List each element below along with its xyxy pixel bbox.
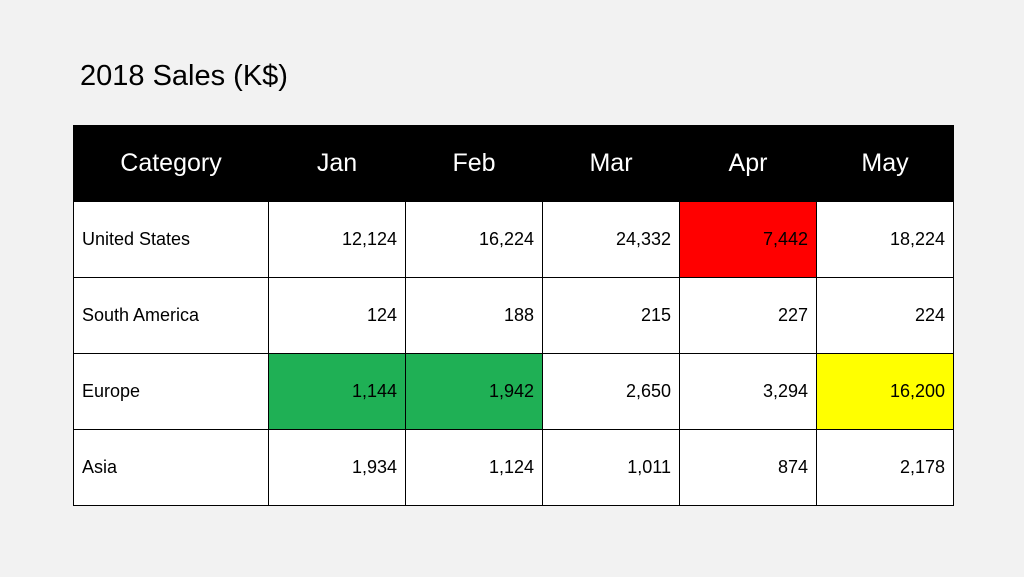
- table-cell: 227: [679, 277, 817, 354]
- table-cell: 215: [542, 277, 680, 354]
- table-row: Europe 1,144 1,942 2,650 3,294 16,200: [73, 353, 954, 430]
- row-label: Asia: [73, 429, 269, 506]
- table-row: Asia 1,934 1,124 1,011 874 2,178: [73, 429, 954, 506]
- table-cell: 1,934: [268, 429, 406, 506]
- table-cell: 12,124: [268, 201, 406, 278]
- table-cell: 1,942: [405, 353, 543, 430]
- header-cell-jan: Jan: [268, 125, 406, 202]
- table-cell: 16,200: [816, 353, 954, 430]
- row-label: United States: [73, 201, 269, 278]
- table-cell: 874: [679, 429, 817, 506]
- table-cell: 224: [816, 277, 954, 354]
- table-header-row: Category Jan Feb Mar Apr May: [73, 125, 954, 202]
- table-cell: 3,294: [679, 353, 817, 430]
- header-cell-apr: Apr: [679, 125, 817, 202]
- table-cell: 1,011: [542, 429, 680, 506]
- row-label: South America: [73, 277, 269, 354]
- header-cell-category: Category: [73, 125, 269, 202]
- table-cell: 7,442: [679, 201, 817, 278]
- sales-table: Category Jan Feb Mar Apr May United Stat…: [73, 125, 954, 506]
- header-cell-may: May: [816, 125, 954, 202]
- row-label: Europe: [73, 353, 269, 430]
- slide-title: 2018 Sales (K$): [80, 60, 288, 92]
- table-cell: 24,332: [542, 201, 680, 278]
- table-cell: 2,178: [816, 429, 954, 506]
- table-cell: 124: [268, 277, 406, 354]
- table-cell: 1,124: [405, 429, 543, 506]
- header-cell-mar: Mar: [542, 125, 680, 202]
- table-cell: 16,224: [405, 201, 543, 278]
- table-cell: 188: [405, 277, 543, 354]
- table-cell: 18,224: [816, 201, 954, 278]
- table-row: United States 12,124 16,224 24,332 7,442…: [73, 201, 954, 278]
- table-row: South America 124 188 215 227 224: [73, 277, 954, 354]
- table-cell: 2,650: [542, 353, 680, 430]
- table-cell: 1,144: [268, 353, 406, 430]
- header-cell-feb: Feb: [405, 125, 543, 202]
